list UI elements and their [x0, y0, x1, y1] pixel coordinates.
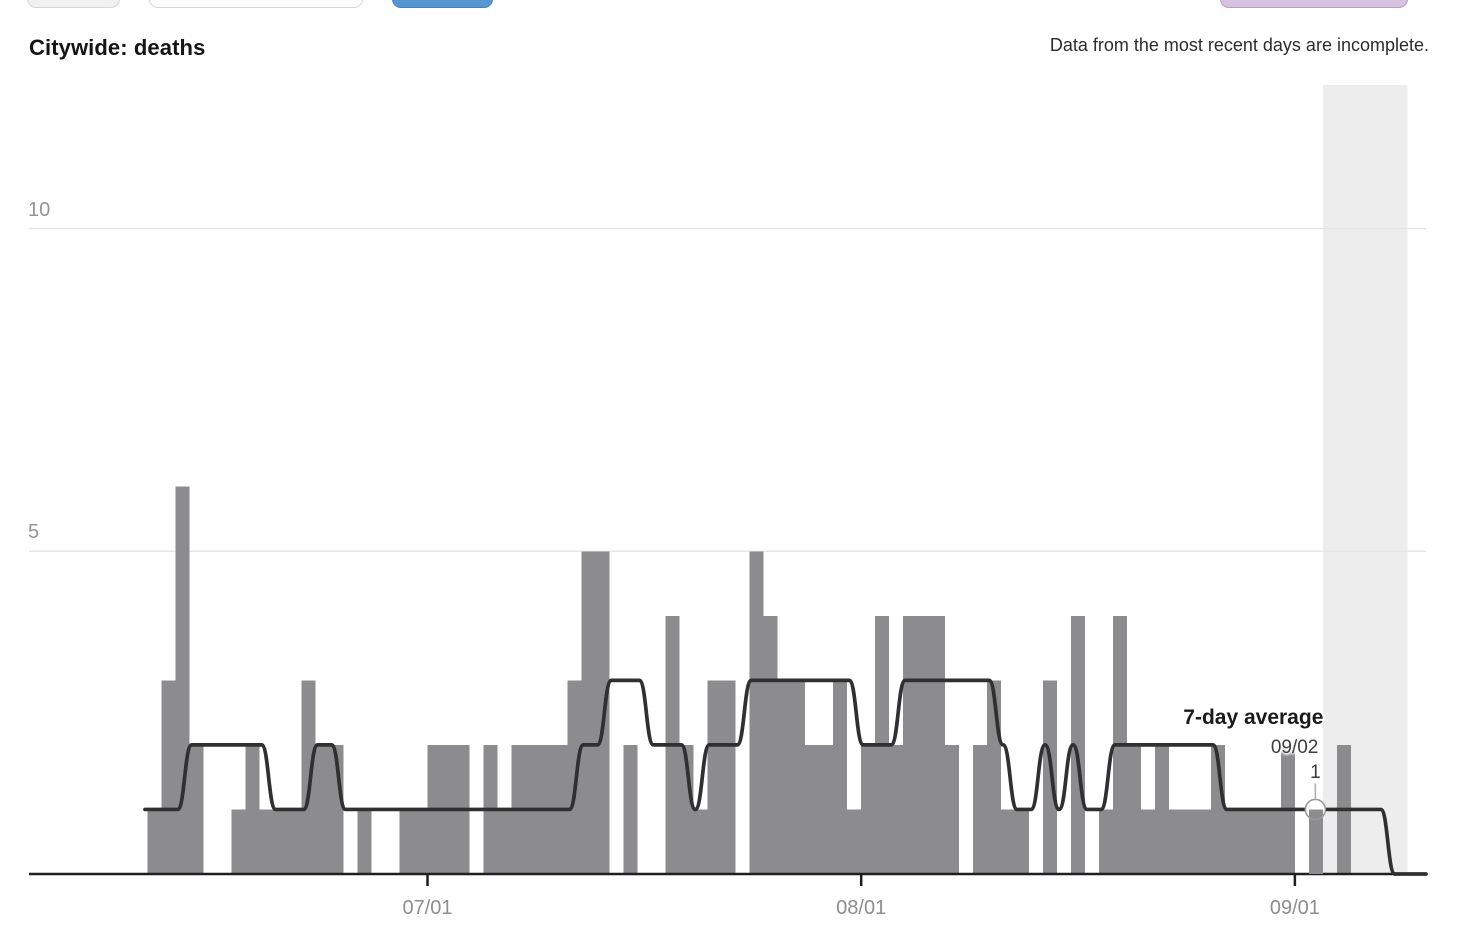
bar-07-26[interactable] [777, 680, 792, 874]
bar-08-25[interactable] [1196, 809, 1211, 874]
bar-08-04[interactable] [903, 615, 918, 874]
bar-06-26[interactable] [357, 809, 372, 874]
tooltip-series-label: 7-day average [1183, 706, 1324, 729]
bar-07-21[interactable] [707, 680, 722, 874]
bar-08-21[interactable] [1140, 809, 1155, 874]
bar-07-12[interactable] [581, 551, 596, 874]
bar-08-23[interactable] [1168, 809, 1183, 874]
bar-06-13[interactable] [175, 486, 190, 874]
bar-06-19[interactable] [259, 809, 274, 874]
tooltip-value: 1 [1310, 762, 1321, 783]
bar-08-12[interactable] [1015, 809, 1030, 874]
bar-06-11[interactable] [147, 809, 162, 874]
tooltip-date: 09/02 [1270, 737, 1319, 758]
bar-07-31[interactable] [847, 809, 862, 874]
bar-06-17[interactable] [231, 809, 246, 874]
page-title: Citywide: deaths [29, 35, 206, 60]
bar-06-14[interactable] [189, 744, 204, 874]
bar-06-29[interactable] [399, 809, 414, 874]
y-axis-label-10: 10 [28, 198, 51, 221]
y-axis-label-5: 5 [28, 521, 40, 544]
bar-06-22[interactable] [301, 680, 316, 874]
bar-08-30[interactable] [1266, 809, 1281, 874]
bar-08-20[interactable] [1127, 744, 1141, 874]
bar-08-16[interactable] [1071, 615, 1086, 874]
bar-06-20[interactable] [273, 809, 288, 874]
bar-08-22[interactable] [1154, 744, 1169, 874]
bar-08-28[interactable] [1238, 809, 1253, 874]
bar-08-29[interactable] [1252, 809, 1267, 874]
seven-day-average-line [143, 678, 1428, 876]
x-axis-label-0801: 08/01 [836, 897, 887, 919]
x-axis-label-0901: 09/01 [1269, 897, 1320, 919]
bar-08-06[interactable] [931, 615, 946, 874]
bar-07-24[interactable] [749, 551, 764, 874]
bar-07-13[interactable] [595, 551, 610, 874]
bar-08-05[interactable] [917, 615, 932, 874]
bar-06-21[interactable] [287, 809, 302, 874]
bar-08-14[interactable] [1043, 680, 1058, 874]
incomplete-data-note: Data from the most recent days are incom… [1049, 35, 1429, 55]
bar-07-25[interactable] [763, 615, 778, 874]
bar-08-11[interactable] [1001, 809, 1016, 874]
bar-07-11[interactable] [567, 680, 582, 874]
bar-06-18[interactable] [245, 744, 260, 874]
bar-06-30[interactable] [413, 809, 428, 874]
bar-08-27[interactable] [1224, 809, 1239, 874]
incomplete-region-shading [1322, 85, 1408, 874]
bar-06-23[interactable] [315, 744, 330, 874]
x-axis-label-0701: 07/01 [402, 897, 453, 919]
bar-07-22[interactable] [721, 680, 736, 874]
average-point-marker [1304, 798, 1327, 821]
bar-09-02[interactable] [1308, 809, 1323, 874]
bar-07-27[interactable] [791, 680, 806, 874]
bar-07-20[interactable] [693, 809, 708, 874]
bar-08-24[interactable] [1182, 809, 1197, 874]
bar-07-29[interactable] [819, 744, 834, 874]
bar-08-01[interactable] [861, 744, 876, 874]
bar-06-12[interactable] [161, 680, 176, 874]
bar-08-18[interactable] [1099, 809, 1114, 874]
bar-08-09[interactable] [973, 744, 988, 874]
bar-07-30[interactable] [833, 680, 848, 874]
bar-08-07[interactable] [945, 744, 960, 874]
bar-07-06[interactable] [497, 809, 512, 874]
bar-07-28[interactable] [805, 744, 820, 874]
bar-08-03[interactable] [889, 744, 904, 874]
bar-07-15[interactable] [623, 744, 638, 874]
